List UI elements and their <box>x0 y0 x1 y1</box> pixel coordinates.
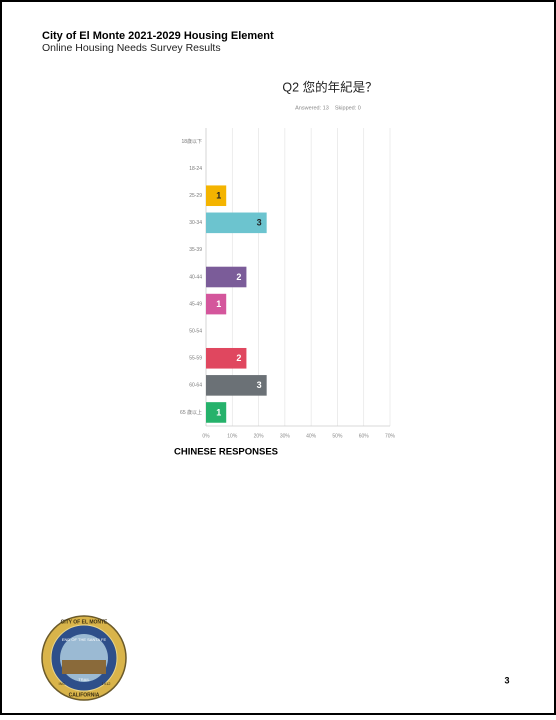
chart-subtitle: Answered: 13 Skipped: 0 <box>295 105 361 111</box>
seal-ground <box>62 660 106 674</box>
y-tick-label: 30-34 <box>189 220 202 226</box>
data-label: 1 <box>216 407 221 417</box>
doc-title: City of El Monte 2021-2029 Housing Eleme… <box>42 30 274 42</box>
y-tick-label: 18歲以下 <box>181 138 202 145</box>
x-tick-label: 60% <box>359 433 370 439</box>
x-tick-label: 70% <box>385 433 396 439</box>
y-tick-label: 25-29 <box>189 193 202 199</box>
data-label: 3 <box>257 380 262 390</box>
seal-text: END OF THE SANTA FE <box>62 637 107 642</box>
bar <box>206 375 267 396</box>
bar <box>206 185 227 207</box>
x-tick-label: 20% <box>254 433 265 439</box>
seal: CITY OF EL MONTE END OF THE SANTA FE TRA… <box>41 615 127 701</box>
seal-text: CITY OF EL MONTE <box>61 619 108 625</box>
x-tick-label: 40% <box>306 433 317 439</box>
y-tick-label: 40-44 <box>189 274 202 280</box>
x-tick-label: 50% <box>332 433 343 439</box>
y-tick-label: 50-54 <box>189 329 202 335</box>
seal-text: TRAIL <box>78 677 90 682</box>
caption: CHINESE RESPONSES <box>174 447 278 458</box>
y-tick-label: 35-39 <box>189 247 202 253</box>
bar <box>206 266 247 288</box>
seal-text: 1912 <box>102 681 112 686</box>
page-number: 3 <box>504 675 509 685</box>
bar <box>206 402 227 423</box>
x-tick-label: 30% <box>280 433 291 439</box>
y-tick-label: 18-24 <box>189 166 202 172</box>
y-tick-label: 45-49 <box>189 301 202 307</box>
y-tick-label: 60-64 <box>189 383 202 389</box>
data-label: 3 <box>257 218 262 228</box>
x-tick-label: 10% <box>227 433 238 439</box>
bar <box>206 212 267 234</box>
bar <box>206 293 227 315</box>
x-tick-label: 0% <box>202 433 210 439</box>
data-label: 2 <box>236 272 241 282</box>
y-tick-label: 55-59 <box>189 356 202 362</box>
y-tick-label: 65 歲以上 <box>180 409 202 416</box>
chart-title: Q2 您的年紀是？ <box>282 79 377 94</box>
data-label: 2 <box>236 353 241 363</box>
bar <box>206 347 247 369</box>
seal-text: INC <box>59 681 66 686</box>
doc-subtitle: Online Housing Needs Survey Results <box>42 42 221 54</box>
seal-text: CALIFORNIA <box>69 692 100 698</box>
data-label: 1 <box>216 299 221 309</box>
data-label: 1 <box>216 191 221 201</box>
